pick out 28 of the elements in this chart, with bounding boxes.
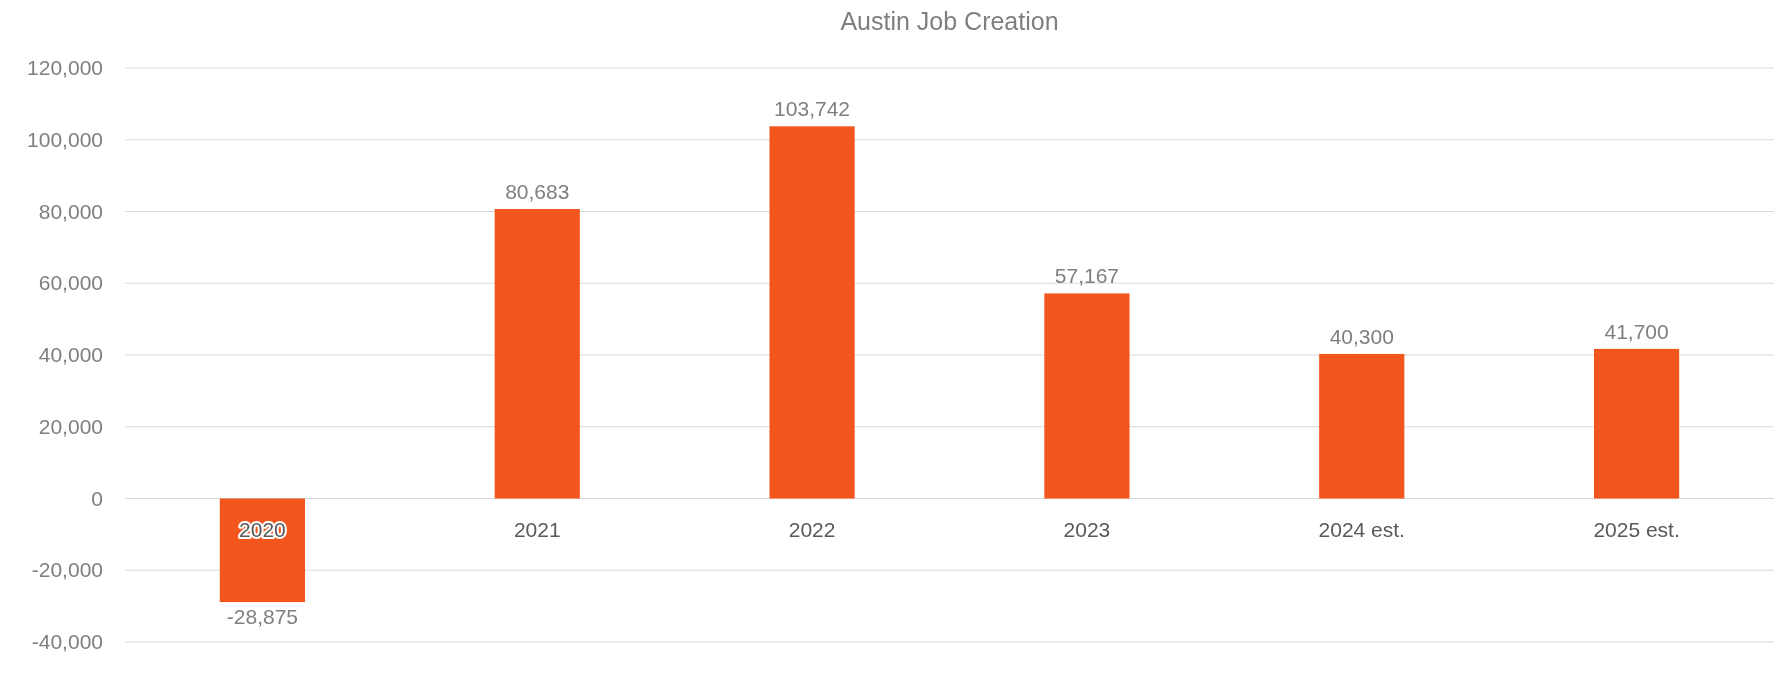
data-label: 103,742 [774,97,851,121]
bar [494,209,580,499]
y-tick-label: 80,000 [38,199,103,223]
y-tick-label: -20,000 [31,558,103,582]
chart-title: Austin Job Creation [840,7,1059,35]
x-tick-label: 2021 [513,517,561,541]
data-label: 80,683 [505,180,570,204]
y-tick-label: 100,000 [27,127,103,151]
bar [1319,353,1405,499]
data-label: 40,300 [1329,324,1394,348]
bar [219,498,306,603]
x-tick-label: 2023 [1063,517,1111,541]
y-tick-label: 20,000 [38,414,103,438]
bar [769,126,855,499]
x-tick-label: 2022 [788,517,836,541]
data-label: 57,167 [1054,264,1120,288]
data-label: -28,875 [226,605,299,629]
bar [1593,348,1680,499]
y-tick-label: 0 [91,486,103,510]
x-tick-label: 2025 est. [1593,517,1680,541]
data-label: 41,700 [1604,319,1669,343]
y-tick-label: -40,000 [31,630,103,653]
y-tick-label: 40,000 [38,343,103,366]
bar [1044,293,1130,499]
x-tick-label: 2024 est. [1318,517,1405,541]
x-tick-label: 2020 [239,517,286,541]
y-tick-label: 60,000 [38,271,103,295]
y-tick-label: 120,000 [27,56,103,79]
